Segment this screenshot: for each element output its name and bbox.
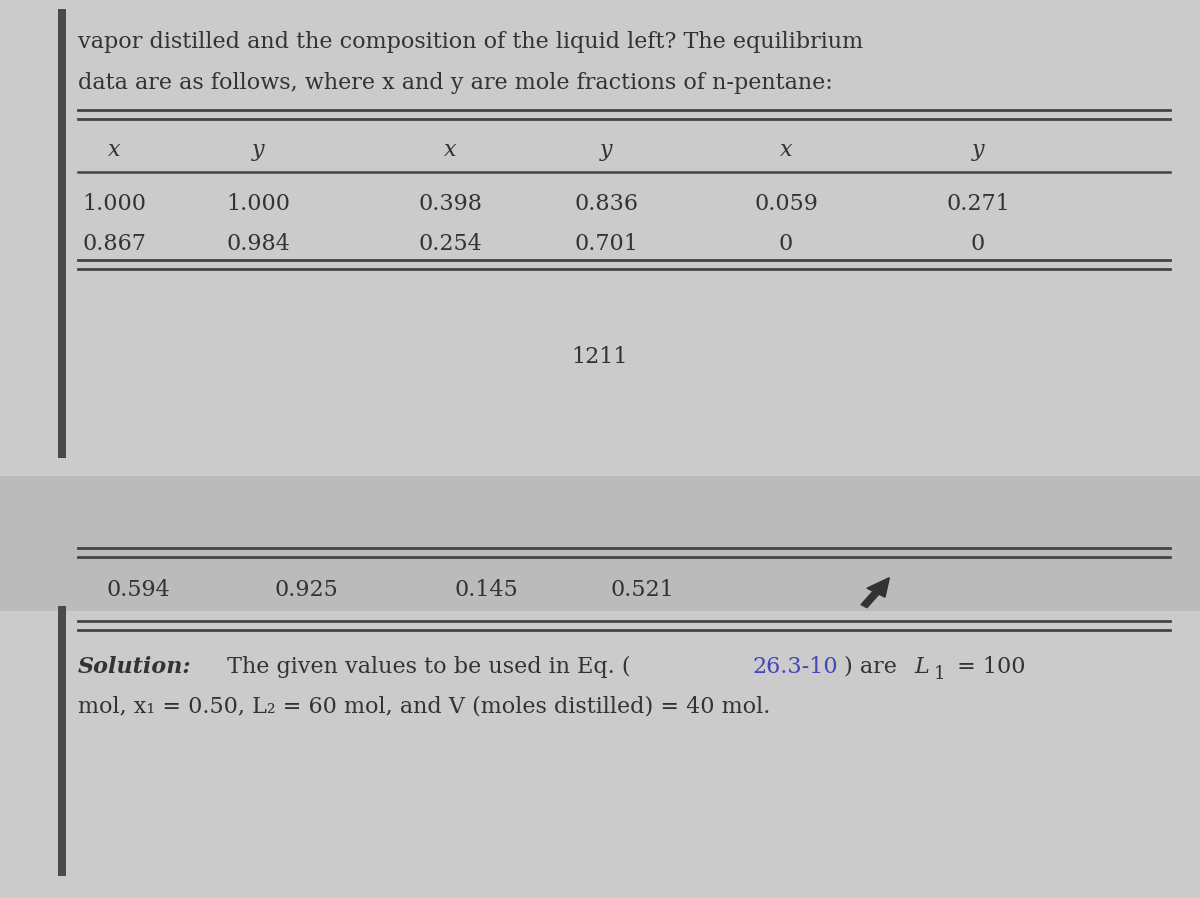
Text: 0.594: 0.594 (106, 579, 170, 601)
Text: mol, x₁ = 0.50, L₂ = 60 mol, and V (moles distilled) = 40 mol.: mol, x₁ = 0.50, L₂ = 60 mol, and V (mole… (78, 696, 770, 718)
Text: 1.000: 1.000 (226, 193, 290, 215)
Text: 0.867: 0.867 (82, 233, 146, 255)
Text: ) are: ) are (844, 656, 904, 677)
Text: x: x (444, 139, 456, 161)
Text: 0.254: 0.254 (418, 233, 482, 255)
Text: 0.925: 0.925 (274, 579, 338, 601)
Text: y: y (252, 139, 264, 161)
Text: data are as follows, where x and y are mole fractions of n-pentane:: data are as follows, where x and y are m… (78, 72, 833, 93)
Text: y: y (972, 139, 984, 161)
Text: 0.701: 0.701 (574, 233, 638, 255)
Text: 0.398: 0.398 (418, 193, 482, 215)
Text: 1: 1 (934, 665, 946, 682)
Text: 0: 0 (971, 233, 985, 255)
Text: = 100: = 100 (950, 656, 1026, 677)
Text: 0.271: 0.271 (946, 193, 1010, 215)
Text: L: L (914, 656, 929, 677)
Text: x: x (108, 139, 120, 161)
Text: y: y (600, 139, 612, 161)
Text: vapor distilled and the composition of the liquid left? The equilibrium: vapor distilled and the composition of t… (78, 31, 863, 53)
Text: 1.000: 1.000 (82, 193, 146, 215)
Text: 0.836: 0.836 (574, 193, 638, 215)
Text: 0.521: 0.521 (610, 579, 674, 601)
Text: x: x (780, 139, 792, 161)
Text: 0.984: 0.984 (226, 233, 290, 255)
Text: 0.059: 0.059 (754, 193, 818, 215)
Text: Solution:: Solution: (78, 656, 192, 677)
Text: 0: 0 (779, 233, 793, 255)
Text: 26.3-10: 26.3-10 (752, 656, 838, 677)
Text: The given values to be used in Eq. (: The given values to be used in Eq. ( (220, 656, 630, 678)
Text: 0.145: 0.145 (454, 579, 518, 601)
Text: 1211: 1211 (571, 346, 629, 367)
